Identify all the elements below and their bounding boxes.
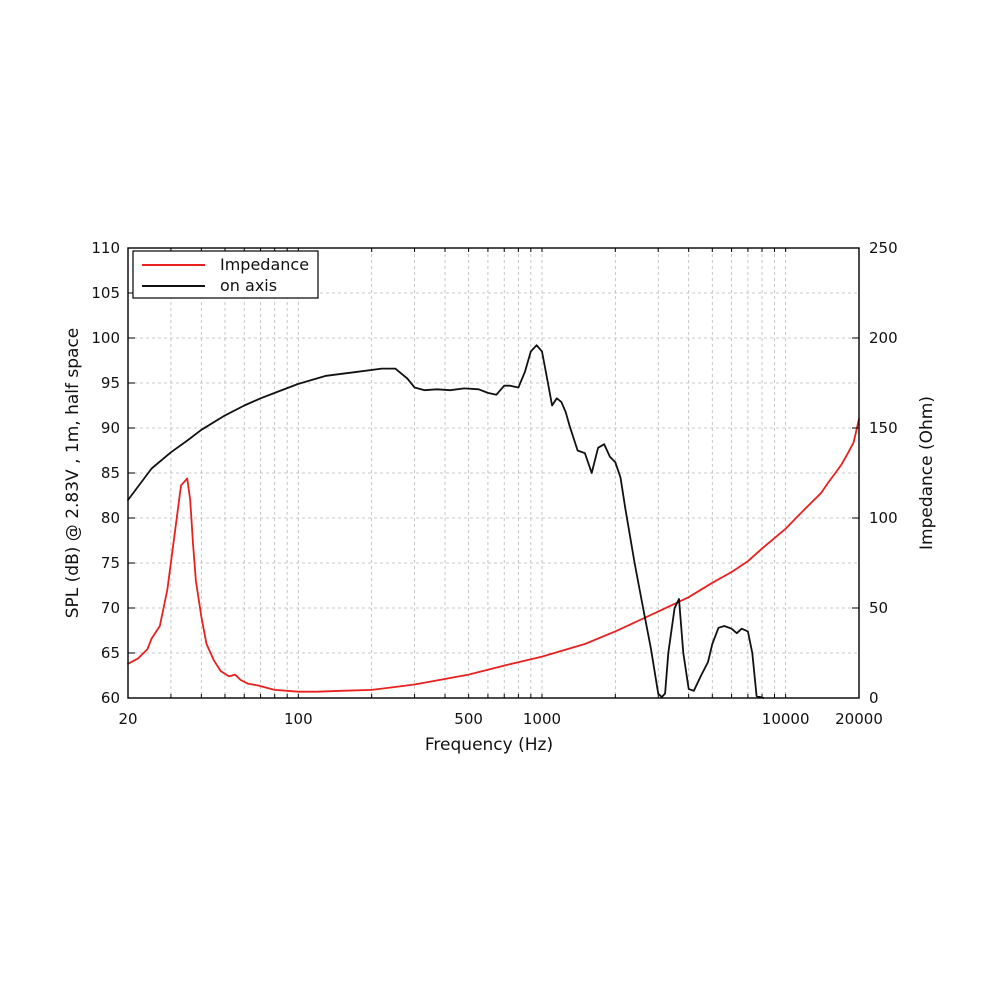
series-line-impedance <box>127 418 860 693</box>
y-tick-label: 70 <box>101 599 120 617</box>
x-axis-title: Frequency (Hz) <box>425 735 553 755</box>
y-tick-label: 75 <box>101 554 120 572</box>
y-tick-label: 80 <box>101 509 120 527</box>
y2-axis-title: Impedance (Ohm) <box>917 396 937 550</box>
legend-box <box>132 250 319 299</box>
y2-tick-label: 250 <box>869 239 898 257</box>
series-line-on-axis <box>127 344 765 699</box>
legend-label-impedance: Impedance <box>220 255 309 274</box>
x-tick-label: 20000 <box>835 710 883 728</box>
x-tick-label: 100 <box>284 710 313 728</box>
y-tick-label: 90 <box>101 419 120 437</box>
y-tick-label: 100 <box>91 329 120 347</box>
y2-tick-label: 200 <box>869 329 898 347</box>
x-tick-label: 500 <box>454 710 483 728</box>
y-tick-label: 65 <box>101 644 120 662</box>
y-tick-label: 105 <box>91 284 120 302</box>
x-tick-label: 10000 <box>762 710 810 728</box>
y2-tick-label: 150 <box>869 419 898 437</box>
y-tick-label: 85 <box>101 464 120 482</box>
y2-tick-label: 50 <box>869 599 888 617</box>
y-tick-label: 60 <box>101 689 120 707</box>
y2-tick-label: 100 <box>869 509 898 527</box>
y2-tick-label: 0 <box>869 689 879 707</box>
series-layer <box>127 344 860 699</box>
y-tick-label: 110 <box>91 239 120 257</box>
tick-marks <box>128 247 859 699</box>
x-tick-label: 20 <box>118 710 137 728</box>
legend: Impedance on axis <box>132 250 319 299</box>
x-tick-label: 1000 <box>523 710 561 728</box>
y-axis-title: SPL (dB) @ 2.83V , 1m, half space <box>63 328 83 619</box>
y-tick-label: 95 <box>101 374 120 392</box>
legend-label-on-axis: on axis <box>220 276 277 295</box>
tick-labels: 20 100 500 1000 10000 20000606570758085909510… <box>91 239 897 728</box>
